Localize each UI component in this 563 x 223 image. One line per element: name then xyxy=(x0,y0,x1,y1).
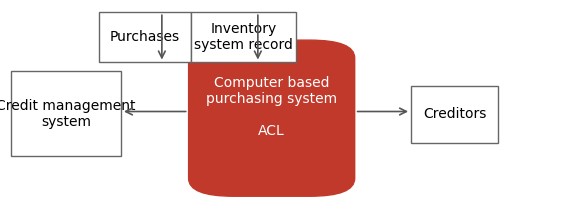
Text: Computer based
purchasing system

ACL: Computer based purchasing system ACL xyxy=(206,76,337,138)
Text: Inventory
system record: Inventory system record xyxy=(194,22,293,52)
Bar xyxy=(191,12,296,62)
Bar xyxy=(411,86,498,143)
Bar xyxy=(11,71,121,156)
Text: Creditors: Creditors xyxy=(423,107,486,121)
Text: Credit management
system: Credit management system xyxy=(0,99,136,129)
FancyBboxPatch shape xyxy=(189,40,355,196)
Bar xyxy=(99,12,191,62)
Text: Purchases: Purchases xyxy=(110,30,180,44)
